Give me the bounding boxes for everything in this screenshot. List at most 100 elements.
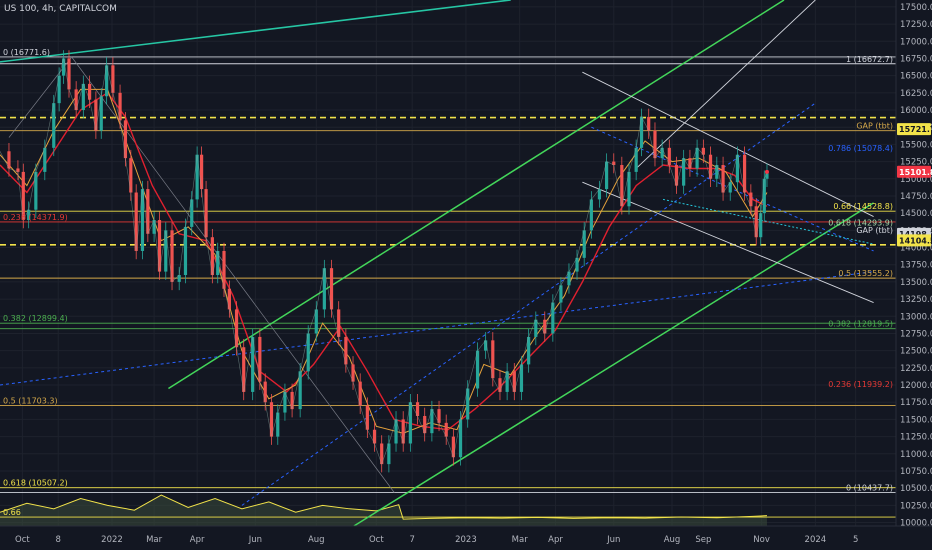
candle-body xyxy=(170,230,174,282)
candle-body xyxy=(660,147,664,159)
candle-body xyxy=(105,65,109,97)
price-badge-text: 15721.7 xyxy=(899,125,932,134)
candle-body xyxy=(527,336,531,365)
candle-body xyxy=(380,443,384,465)
candle-body xyxy=(708,154,713,179)
volume-line xyxy=(0,494,767,520)
candle-body xyxy=(543,319,547,334)
candle-body xyxy=(475,350,480,389)
candle-body xyxy=(204,189,208,238)
candle-body xyxy=(88,83,92,100)
y-tick-label: 17250.0 xyxy=(900,20,932,30)
level-label: 0.236 (11939.2) xyxy=(828,380,893,389)
candle-body xyxy=(62,58,66,76)
candle-body xyxy=(140,189,145,251)
price-badge xyxy=(897,123,931,136)
candle-body xyxy=(653,130,657,159)
y-tick-label: 13000.0 xyxy=(900,312,932,322)
candle-body xyxy=(534,319,538,337)
candle-body xyxy=(216,250,220,276)
candle-body xyxy=(200,154,204,190)
level-label: GAP (tbt) xyxy=(856,226,893,235)
candle-body xyxy=(94,99,98,131)
candle-body xyxy=(283,391,287,413)
candle-body xyxy=(451,436,455,458)
trend-line xyxy=(168,0,785,390)
level-label: 0.382 (12819.5) xyxy=(828,320,893,329)
candle-body xyxy=(682,158,686,186)
price-badge-text: 15101.8 xyxy=(899,168,932,177)
candle-body xyxy=(519,364,524,392)
candle-body xyxy=(415,402,420,416)
candle-body xyxy=(749,192,753,207)
y-tick-label: 13750.0 xyxy=(900,261,932,271)
candle-body xyxy=(620,165,624,207)
candle-body xyxy=(759,213,763,238)
candle-body xyxy=(251,336,255,392)
level-label: 0.5 (13555.2) xyxy=(838,269,893,278)
candle-body xyxy=(195,154,199,200)
candle-body xyxy=(728,182,732,193)
candle-body xyxy=(742,154,747,193)
x-tick-label: Aug xyxy=(664,535,681,545)
candle-body xyxy=(484,340,488,351)
volume-area xyxy=(0,495,767,526)
y-tick-label: 15000.0 xyxy=(900,175,932,185)
candle-body xyxy=(639,116,644,148)
trend-line xyxy=(0,271,874,386)
candle-body xyxy=(99,96,103,131)
price-badge-text: 14104.5 xyxy=(899,236,932,245)
candle-body xyxy=(146,189,150,234)
candle-body xyxy=(695,147,699,169)
level-label: 0.618 (10507.2) xyxy=(3,479,68,488)
candle-body xyxy=(358,381,362,406)
trend-line xyxy=(8,56,72,138)
candle-body xyxy=(551,302,555,334)
level-label: 0 (10437.7) xyxy=(846,483,893,492)
candle-body xyxy=(242,347,246,392)
y-tick-label: 13500.0 xyxy=(900,278,932,288)
y-tick-label: 14000.0 xyxy=(900,244,932,254)
trend-line xyxy=(635,0,816,169)
candle-body xyxy=(111,65,115,93)
candle-body xyxy=(458,419,463,458)
candle-body xyxy=(634,147,638,172)
x-tick-label: 2023 xyxy=(455,535,477,545)
y-tick-label: 15250.0 xyxy=(900,158,932,168)
y-tick-label: 17000.0 xyxy=(900,37,932,47)
candle-body xyxy=(177,275,181,282)
candle-body xyxy=(314,309,318,334)
candle-body xyxy=(688,158,692,169)
candle-body xyxy=(227,288,231,310)
candle-body xyxy=(34,171,38,210)
trend-line xyxy=(241,102,816,506)
y-tick-label: 16250.0 xyxy=(900,89,932,99)
candle-body xyxy=(466,388,470,420)
x-tick-label: Oct xyxy=(369,535,384,545)
candle-body xyxy=(597,189,602,200)
level-label: 0.66 xyxy=(3,508,21,517)
level-label: 0.786 (15078.4) xyxy=(828,144,893,153)
candle-body xyxy=(344,336,348,365)
y-tick-label: 14750.0 xyxy=(900,192,932,202)
candle-body xyxy=(134,192,138,251)
y-tick-label: 11500.0 xyxy=(900,415,932,425)
candle-body xyxy=(298,371,302,410)
level-label: 0.5 (11703.3) xyxy=(3,396,58,405)
y-tick-label: 11750.0 xyxy=(900,398,932,408)
candle-body xyxy=(67,58,71,90)
candle-body xyxy=(387,443,391,465)
level-label: 0.618 (14293.9) xyxy=(828,218,893,227)
candle-body xyxy=(263,381,267,403)
price-badge xyxy=(897,165,931,178)
x-tick-label: Nov xyxy=(753,535,770,545)
price-line xyxy=(0,58,768,466)
trend-line xyxy=(582,71,874,217)
candle-body xyxy=(559,285,563,303)
candle-body xyxy=(394,419,398,444)
x-tick-label: Mar xyxy=(512,535,529,545)
chart-title: US 100, 4h, CAPITALCOM xyxy=(4,4,117,14)
candle-body xyxy=(437,409,441,423)
